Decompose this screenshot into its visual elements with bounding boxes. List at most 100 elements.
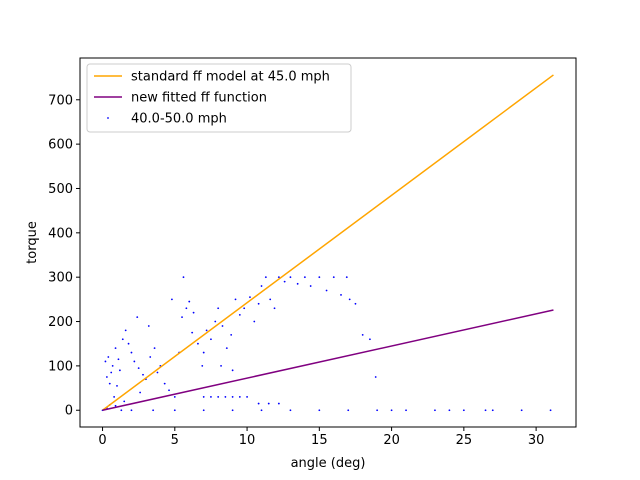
legend: standard ff model at 45.0 mph new fitted …: [86, 63, 352, 133]
scatter-point: [484, 409, 487, 412]
scatter-point: [520, 409, 523, 412]
scatter-point: [491, 409, 494, 412]
scatter-point: [214, 320, 217, 323]
series-line-1: [102, 309, 554, 411]
scatter-point: [318, 276, 321, 279]
scatter-point: [376, 409, 379, 412]
scatter-point: [182, 276, 185, 279]
scatter-point: [246, 396, 248, 398]
scatter-point: [273, 307, 276, 310]
scatter-point: [185, 307, 188, 310]
scatter-point: [121, 338, 124, 341]
y-ticks: 0 100 200 300 400 500 600 700: [48, 93, 80, 419]
scatter-point: [210, 396, 212, 398]
scatter-point: [210, 338, 212, 341]
scatter-point: [448, 409, 451, 412]
scatter-point: [113, 396, 116, 398]
scatter-point: [147, 325, 150, 327]
scatter-point: [238, 313, 241, 316]
plot-area: [101, 74, 554, 412]
legend-label-1: new fitted ff function: [131, 91, 267, 106]
scatter-point: [107, 356, 110, 358]
scatter-point: [168, 389, 170, 392]
scatter-point: [111, 364, 114, 367]
scatter-point: [192, 311, 195, 314]
scatter-point: [390, 409, 393, 412]
scatter-point: [238, 396, 241, 398]
x-tick-label: 20: [383, 433, 400, 448]
scatter-point: [260, 409, 263, 412]
y-tick-label: 500: [48, 182, 73, 197]
scatter-point: [267, 402, 270, 405]
scatter-point: [117, 358, 120, 361]
scatter-point: [405, 409, 407, 412]
scatter-point: [114, 347, 117, 350]
scatter-point: [374, 376, 377, 378]
scatter-point: [354, 302, 357, 305]
x-tick-label: 0: [98, 433, 106, 448]
legend-label-2: 40.0-50.0 mph: [131, 112, 227, 127]
scatter-point: [224, 396, 227, 398]
scatter-point: [462, 409, 465, 412]
y-tick-label: 300: [48, 271, 73, 286]
scatter-point: [230, 333, 233, 336]
scatter-point: [348, 298, 351, 301]
scatter-point: [231, 409, 234, 412]
scatter-point: [332, 276, 335, 279]
scatter-point: [318, 409, 321, 412]
x-axis-label: angle (deg): [291, 456, 366, 471]
scatter-point: [257, 402, 260, 405]
scatter-point: [118, 369, 121, 372]
scatter-point: [123, 400, 126, 403]
scatter-point: [340, 294, 342, 296]
scatter-point: [104, 360, 107, 363]
x-tick-label: 30: [528, 433, 545, 448]
series-line-0: [102, 74, 554, 411]
scatter-point: [309, 285, 312, 287]
scatter-point: [171, 298, 173, 301]
scatter-point: [124, 329, 127, 332]
x-ticks: 0 5 10 15 20 25 30: [98, 427, 544, 448]
scatter-point: [325, 289, 328, 292]
scatter-point: [201, 364, 204, 367]
scatter-point: [149, 356, 152, 358]
scatter-point: [217, 307, 220, 310]
y-tick-label: 600: [48, 138, 73, 153]
x-tick-label: 5: [171, 433, 179, 448]
scatter-point: [260, 285, 263, 287]
scatter-point: [110, 371, 113, 374]
y-tick-label: 200: [48, 315, 73, 330]
legend-label-0: standard ff model at 45.0 mph: [131, 70, 330, 85]
scatter-point: [173, 409, 176, 412]
y-tick-label: 0: [65, 404, 73, 419]
scatter-point: [142, 373, 144, 376]
scatter-point: [173, 396, 176, 398]
scatter-point: [253, 320, 256, 323]
scatter-point: [191, 331, 194, 334]
scatter-point: [217, 396, 220, 398]
scatter-point: [289, 409, 292, 412]
x-tick-label: 10: [239, 433, 256, 448]
scatter-point: [205, 329, 208, 332]
y-tick-label: 100: [48, 359, 73, 374]
scatter-point: [369, 338, 371, 341]
scatter-point: [277, 402, 280, 405]
scatter-point: [130, 351, 133, 354]
scatter-point: [163, 382, 166, 385]
scatter-point: [133, 360, 136, 363]
scatter-point: [289, 276, 292, 279]
y-axis-label: torque: [25, 221, 40, 264]
scatter-point: [347, 409, 350, 412]
scatter-point: [105, 376, 108, 378]
scatter-point: [202, 351, 205, 354]
legend-marker-2: [107, 117, 109, 119]
scatter-point: [181, 316, 183, 318]
scatter-point: [202, 409, 205, 412]
scatter-point: [139, 391, 142, 394]
scatter-point: [108, 382, 111, 385]
x-tick-label: 25: [456, 433, 473, 448]
y-tick-label: 700: [48, 93, 73, 108]
scatter-point: [220, 364, 222, 367]
scatter-point: [549, 409, 552, 412]
